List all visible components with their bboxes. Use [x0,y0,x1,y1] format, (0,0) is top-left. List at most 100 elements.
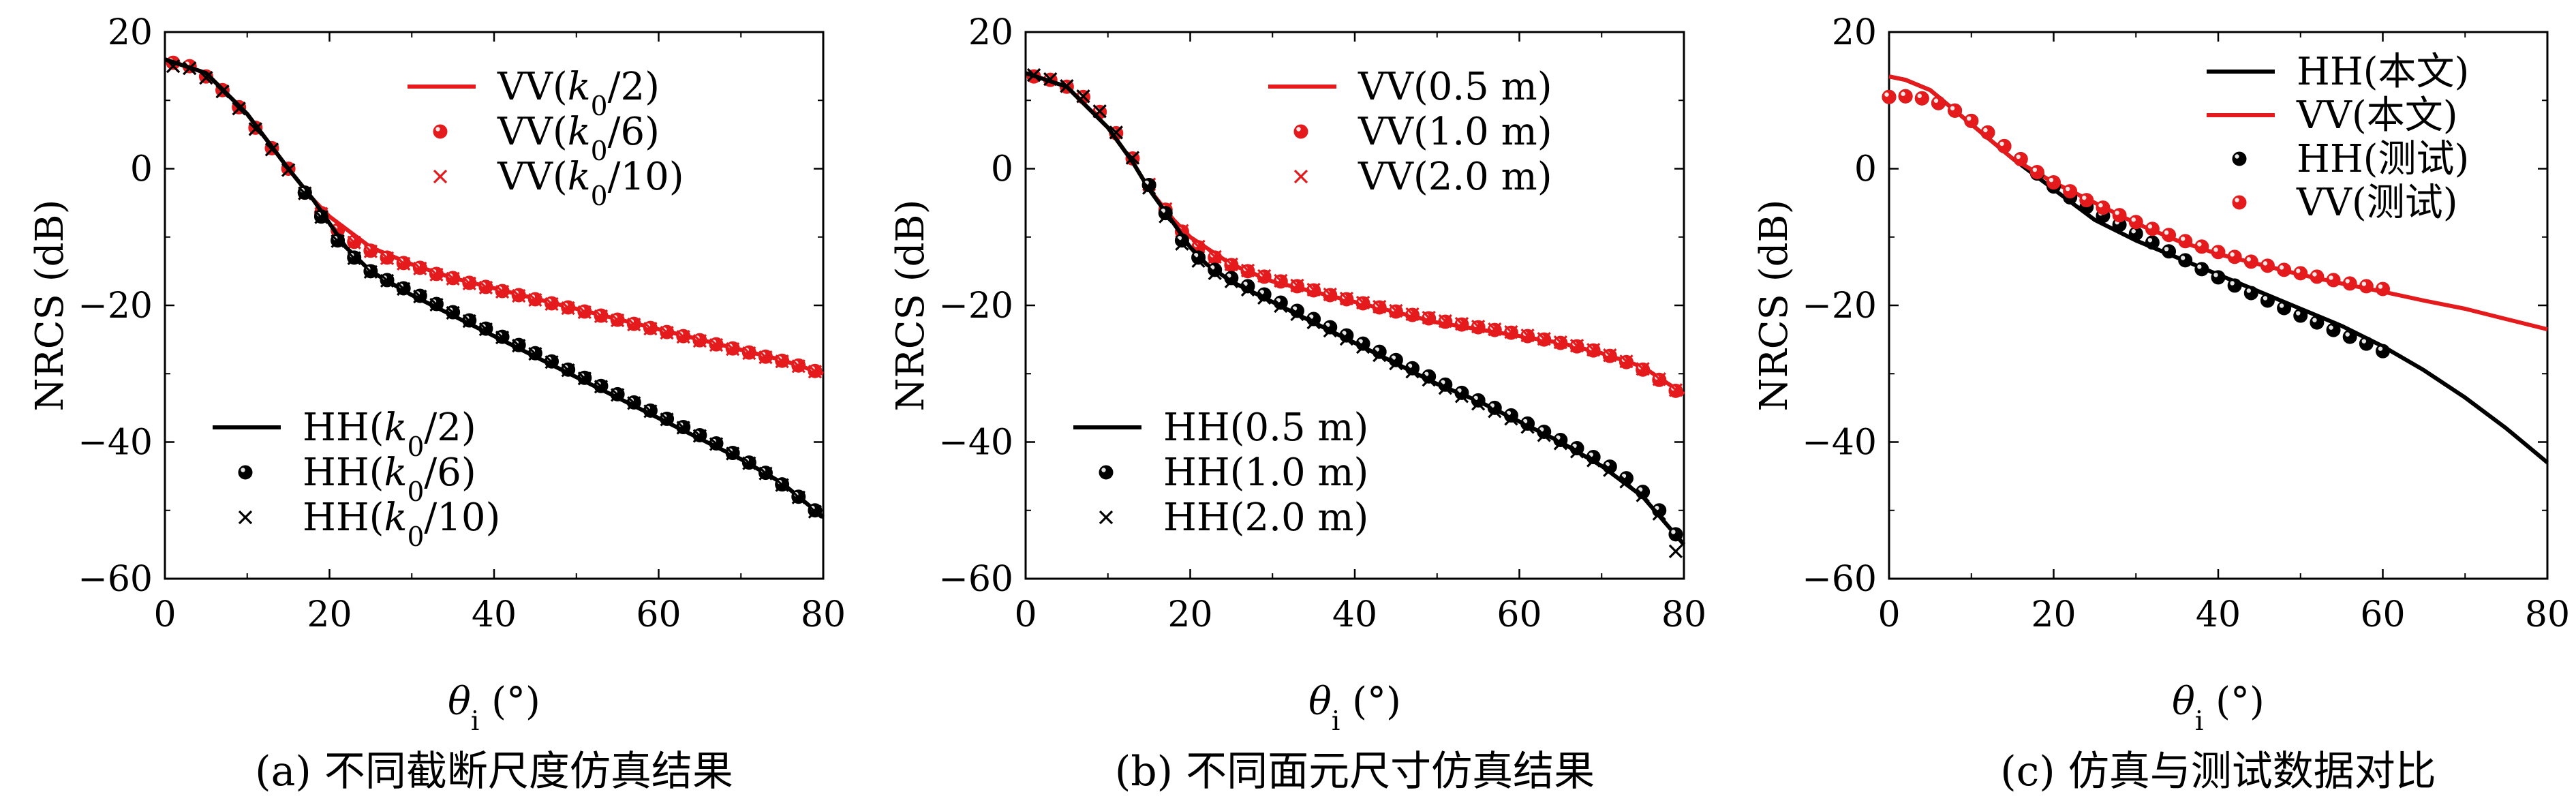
series-VV(k0/6) [166,55,823,378]
x-tick-label: 40 [472,594,517,635]
legend-label: HH(本文) [2297,50,2469,94]
data-point [397,256,411,271]
data-point [1257,290,1272,305]
panel-caption: (b) 不同面元尺寸仿真结果 [1115,748,1595,795]
marker-cross-stroke [1405,365,1420,379]
marker-cross-stroke [742,456,756,470]
data-point [775,478,789,492]
data-point [791,490,806,504]
data-point [1274,299,1288,314]
marker-cross-stroke [610,388,625,402]
data-point [2194,262,2209,277]
data-point [2145,222,2160,237]
data-point [1339,291,1354,306]
data-point [2079,193,2094,208]
marker-highlight [1999,141,2004,147]
marker-ball [1141,178,1156,193]
data-point [1569,444,1584,459]
series-HH(k0/10) [166,59,823,519]
panel-caption: (c) 仿真与测试数据对比 [2000,748,2436,795]
marker-highlight [2147,224,2153,229]
series-VV(0.5 m) [1025,71,1685,396]
marker-ball [2227,278,2242,293]
data-point [413,289,427,304]
marker-cross-stroke [1422,373,1436,387]
marker-ball [1293,124,1308,139]
data-point [1619,474,1634,489]
data-point [2342,276,2357,291]
data-point [808,365,823,379]
data-point [1668,383,1683,397]
marker-ball [2310,269,2325,284]
data-point [495,284,510,299]
data-point [1636,362,1650,376]
data-point [2376,344,2390,359]
marker-cross-stroke [1159,209,1173,224]
marker-cross-stroke [1389,303,1403,318]
data-point [1208,266,1222,281]
data-point [1208,249,1222,264]
marker-cross-stroke [1373,348,1387,363]
marker-cross-stroke [1141,181,1156,195]
data-point [758,350,773,365]
data-point [363,244,378,258]
marker-cross-stroke [1306,315,1321,330]
marker-ball [1948,103,1963,118]
marker-cross-stroke [1652,506,1666,521]
marker-highlight [2213,247,2218,252]
marker-cross-stroke [495,330,510,345]
data-point [478,322,493,337]
data-point [627,396,641,410]
data-point [512,339,526,353]
data-point [2293,266,2308,281]
marker-cross-stroke [429,297,444,312]
marker-cross-stroke [1668,383,1683,397]
data-point [660,325,674,340]
data-point [1405,361,1420,376]
marker-highlight [2235,198,2239,202]
data-point [1914,91,1929,106]
marker-ball [2232,151,2247,166]
legend-label: VV(k0/2) [497,65,660,122]
marker-ball [2260,293,2275,308]
data-point [1619,354,1634,369]
data-point [1422,310,1436,325]
marker-highlight [2361,282,2367,286]
marker-cross-stroke [1668,544,1683,559]
data-point [281,163,296,177]
marker-cross-stroke [215,85,230,99]
marker-ball [1980,125,1995,140]
data-point [478,280,493,295]
marker-highlight [2131,217,2136,222]
data-point [2029,165,2044,180]
y-tick-label: −40 [938,423,1013,464]
marker-highlight [1933,98,1939,103]
series-line [164,57,824,376]
marker-highlight [2345,332,2350,337]
data-point [2211,245,2226,260]
data-point [1603,463,1617,477]
marker-cross-stroke [380,273,395,288]
y-tick-label: −40 [1802,423,1877,464]
x-tick-label: 40 [2196,594,2241,635]
data-point [1141,181,1156,195]
marker-cross-stroke [166,59,181,74]
data-point [1948,103,1963,118]
marker-highlight [2213,273,2218,277]
marker-ball [2013,151,2028,166]
marker-cross-stroke [1290,307,1304,322]
data-point [1289,303,1304,318]
marker-cross-stroke [1224,257,1239,271]
marker-cross-stroke [758,466,773,481]
data-point [775,354,789,369]
data-point [2112,208,2127,223]
data-point [528,347,542,361]
marker-cross-stroke [1454,389,1469,404]
marker-cross-stroke [347,251,361,265]
data-point [676,421,690,435]
data-point [298,186,312,200]
marker-ball [2063,184,2078,199]
marker-cross-stroke [726,446,740,461]
data-point [1471,319,1486,334]
data-point [347,235,361,249]
